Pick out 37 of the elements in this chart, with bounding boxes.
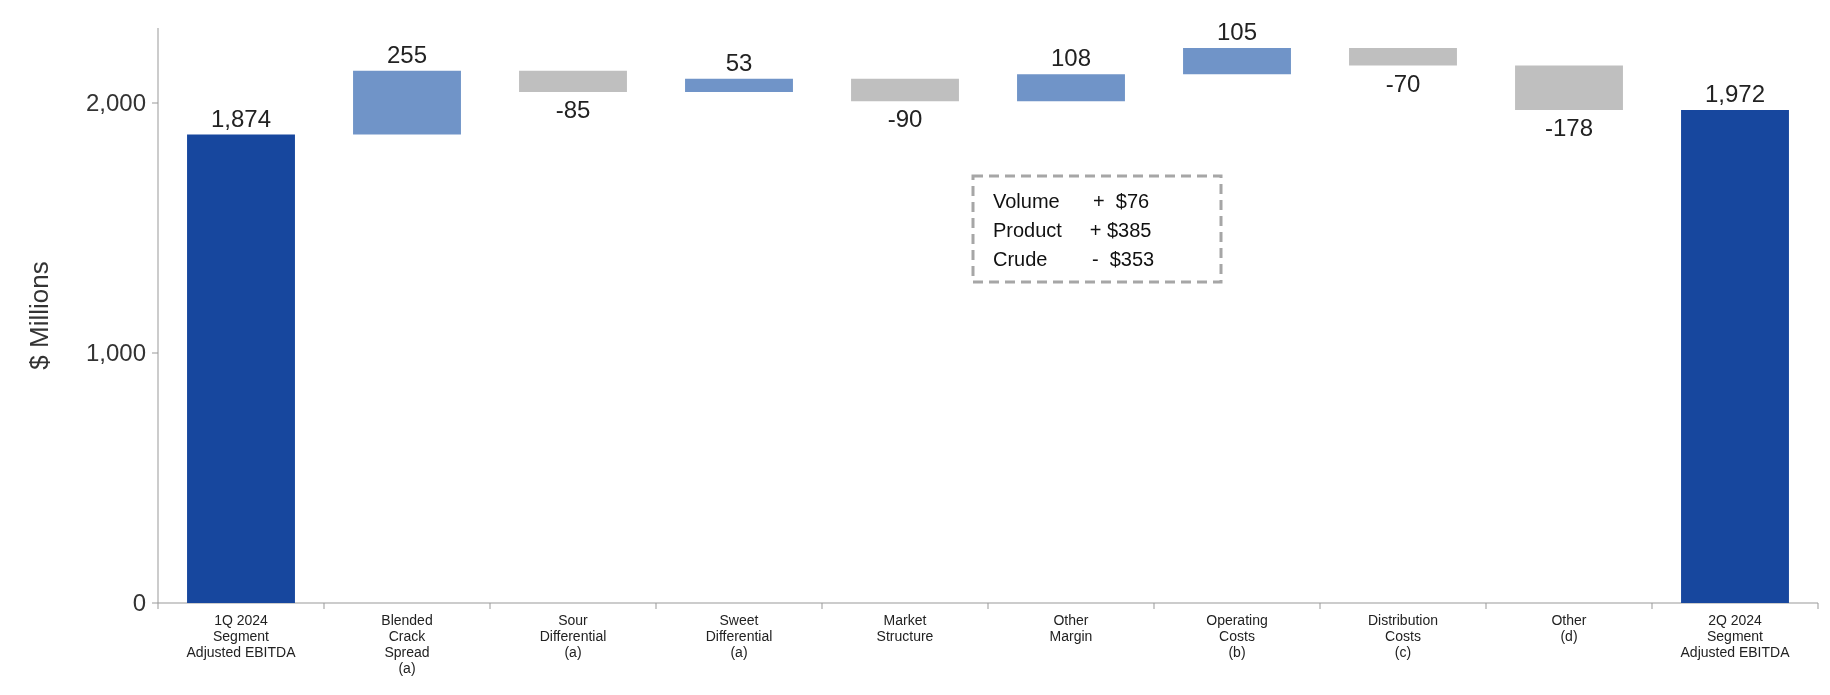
data-label: -85: [555, 96, 591, 123]
bar: [1349, 48, 1457, 66]
data-label: 53: [725, 48, 753, 76]
x-tick-label: Market Structure: [876, 612, 934, 644]
y-tick-label: 0: [132, 589, 146, 616]
x-tick-label: Sweet Differential (a): [705, 612, 773, 660]
data-label: 105: [1216, 18, 1258, 45]
bar: [1515, 65, 1623, 110]
x-tick-label: 1Q 2024 Segment Adjusted EBITDA: [186, 612, 297, 660]
bar: [353, 70, 461, 135]
data-label: 1,972: [1704, 80, 1766, 107]
x-tick-label: Distribution Costs (c): [1367, 612, 1439, 660]
data-label: -90: [887, 105, 923, 133]
y-tick-label: 2,000: [85, 89, 146, 116]
data-label: 1,874: [210, 104, 272, 132]
bar: [1681, 110, 1789, 603]
x-tick-label: 2Q 2024 Segment Adjusted EBITDA: [1680, 612, 1791, 660]
x-tick-label: Blended Crack Spread (a): [381, 612, 433, 676]
data-label: -70: [1385, 69, 1421, 97]
y-axis-title: $ Millions: [24, 261, 54, 370]
y-tick-label: 1,000: [85, 339, 146, 366]
bar: [1183, 48, 1291, 75]
data-label: -178: [1544, 114, 1594, 141]
data-label: 108: [1050, 44, 1092, 72]
x-tick-label: Other (d): [1551, 612, 1587, 644]
x-tick-label: Other Margin: [1049, 612, 1093, 644]
x-tick-label: Operating Costs (b): [1206, 612, 1268, 660]
bar: [187, 134, 295, 603]
bar: [851, 78, 959, 102]
data-label: 255: [386, 40, 428, 68]
annotation: Product + $385: [993, 219, 1152, 241]
bar: [685, 78, 793, 92]
bar: [1017, 74, 1125, 102]
annotation: Crude - $353: [993, 248, 1155, 270]
annotation: Volume + $76: [993, 190, 1150, 212]
bar: [519, 70, 627, 92]
x-tick-label: Sour Differential (a): [539, 612, 607, 660]
